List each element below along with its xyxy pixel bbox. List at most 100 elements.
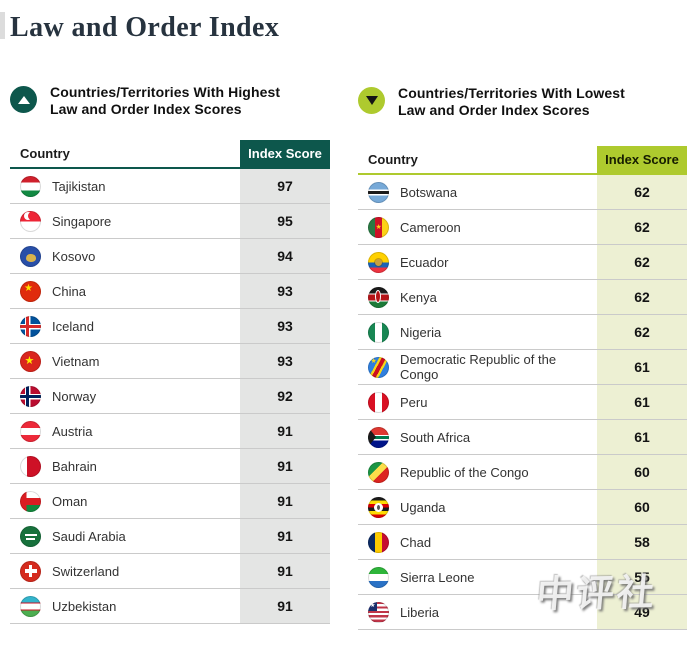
country-cell: Kosovo <box>10 239 240 273</box>
table-row: South Africa 61 <box>358 420 687 455</box>
flag-botswana-icon <box>368 181 389 203</box>
flag-switzerland-icon <box>20 560 41 582</box>
index-score-cell: 61 <box>597 385 687 419</box>
flag-iceland-icon <box>20 315 41 337</box>
table-row: Switzerland 91 <box>10 554 330 589</box>
page-title: Law and Order Index <box>10 12 280 43</box>
country-name: Cameroon <box>400 219 461 235</box>
index-score-cell: 94 <box>240 239 330 273</box>
flag-tajikistan-icon <box>20 175 41 197</box>
index-score-cell: 49 <box>597 595 687 629</box>
table-row: Austria 91 <box>10 414 330 449</box>
country-cell: Tajikistan <box>10 169 240 203</box>
index-score-cell: 91 <box>240 414 330 448</box>
down-triangle-glyph <box>365 96 378 105</box>
flag-kenya-icon <box>368 286 389 308</box>
index-score-cell: 55 <box>597 560 687 594</box>
table-row: Iceland 93 <box>10 309 330 344</box>
country-name: China <box>52 283 86 299</box>
country-cell: Norway <box>10 379 240 413</box>
country-cell: Liberia <box>358 595 597 629</box>
country-name: Botswana <box>400 184 458 200</box>
highest-scores-table: Country Index Score Tajikistan 97 Singap… <box>10 140 330 624</box>
table-row: Bahrain 91 <box>10 449 330 484</box>
table-row: Saudi Arabia 91 <box>10 519 330 554</box>
country-name: Liberia <box>400 604 440 620</box>
country-cell: Oman <box>10 484 240 518</box>
country-cell: Nigeria <box>358 315 597 349</box>
section-heading-lowest: Countries/Territories With Lowest Law an… <box>398 85 625 118</box>
country-name: Bahrain <box>52 458 97 474</box>
country-name: Nigeria <box>400 324 442 340</box>
up-triangle-glyph <box>17 95 30 104</box>
index-score-cell: 62 <box>597 175 687 209</box>
country-name: Republic of the Congo <box>400 464 529 480</box>
index-score-cell: 91 <box>240 519 330 553</box>
flag-chad-icon <box>368 531 389 553</box>
country-cell: Chad <box>358 525 597 559</box>
country-name: Saudi Arabia <box>52 528 126 544</box>
index-score-cell: 62 <box>597 245 687 279</box>
country-cell: Uzbekistan <box>10 589 240 623</box>
country-name: Democratic Republic of the Congo <box>400 352 557 382</box>
section-highest-scores: Countries/Territories With Highest Law a… <box>10 84 330 624</box>
flag-sierra-leone-icon <box>368 566 389 588</box>
table-row: Kosovo 94 <box>10 239 330 274</box>
index-score-cell: 92 <box>240 379 330 413</box>
table-header-row: Country Index Score <box>358 146 687 175</box>
country-name: Kenya <box>400 289 437 305</box>
column-header-index-score: Index Score <box>597 146 687 173</box>
country-cell: China <box>10 274 240 308</box>
section-lowest-header: Countries/Territories With Lowest Law an… <box>358 85 687 119</box>
country-name: Ecuador <box>400 254 449 270</box>
country-cell: Saudi Arabia <box>10 519 240 553</box>
country-cell: Switzerland <box>10 554 240 588</box>
index-score-cell: 95 <box>240 204 330 238</box>
country-cell: Singapore <box>10 204 240 238</box>
section-highest-header: Countries/Territories With Highest Law a… <box>10 84 330 118</box>
index-score-cell: 97 <box>240 169 330 203</box>
table-body: Tajikistan 97 Singapore 95 Kosovo <box>10 169 330 624</box>
country-name: Norway <box>52 388 97 404</box>
country-name: Iceland <box>52 318 94 334</box>
flag-norway-icon <box>20 385 41 407</box>
country-cell: Kenya <box>358 280 597 314</box>
column-header-index-score: Index Score <box>240 140 330 167</box>
table-row: Uzbekistan 91 <box>10 589 330 624</box>
flag-liberia-icon <box>368 601 389 623</box>
index-score-cell: 93 <box>240 309 330 343</box>
country-name: Uganda <box>400 499 446 515</box>
table-row: China 93 <box>10 274 330 309</box>
index-score-cell: 62 <box>597 315 687 349</box>
country-name: Chad <box>400 534 432 550</box>
flag-singapore-icon <box>20 210 41 232</box>
table-row: Oman 91 <box>10 484 330 519</box>
flag-ecuador-icon <box>368 251 389 273</box>
section-heading-highest: Countries/Territories With Highest Law a… <box>50 84 281 117</box>
country-name: Oman <box>52 493 88 509</box>
country-cell: South Africa <box>358 420 597 454</box>
country-name: Kosovo <box>52 248 96 264</box>
index-score-cell: 60 <box>597 455 687 489</box>
country-cell: Cameroon <box>358 210 597 244</box>
country-cell: Uganda <box>358 490 597 524</box>
index-score-cell: 62 <box>597 280 687 314</box>
flag-china-icon <box>20 280 41 302</box>
index-score-cell: 91 <box>240 554 330 588</box>
country-name: Tajikistan <box>52 178 106 194</box>
flag-nigeria-icon <box>368 321 389 343</box>
flag-uzbekistan-icon <box>20 595 41 617</box>
column-header-country: Country <box>368 152 418 167</box>
table-row: Democratic Republic of the Congo 61 <box>358 350 687 385</box>
country-cell: Botswana <box>358 175 597 209</box>
table-row: Nigeria 62 <box>358 315 687 350</box>
down-triangle-icon <box>358 87 385 114</box>
index-score-cell: 61 <box>597 420 687 454</box>
country-name: Singapore <box>52 213 112 229</box>
table-body: Botswana 62 Cameroon 62 Ecuador <box>358 175 687 630</box>
index-score-cell: 58 <box>597 525 687 559</box>
table-row: Chad 58 <box>358 525 687 560</box>
flag-austria-icon <box>20 420 41 442</box>
index-score-cell: 91 <box>240 589 330 623</box>
country-name: Sierra Leone <box>400 569 475 585</box>
